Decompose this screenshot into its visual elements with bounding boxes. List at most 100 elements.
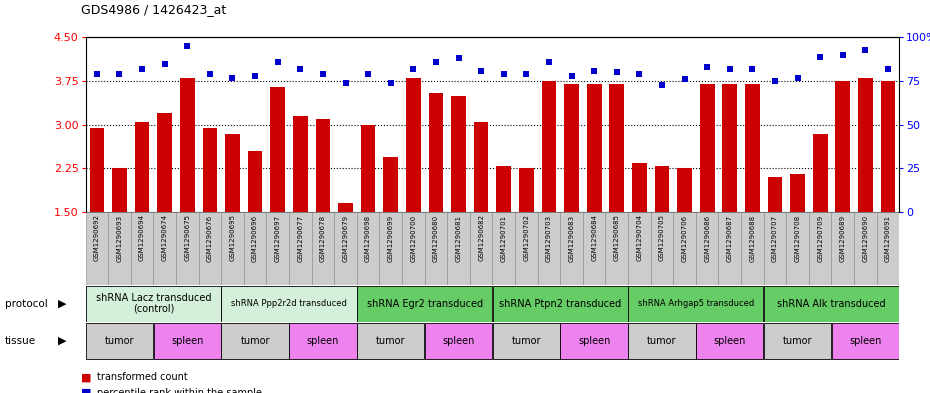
Bar <box>493 323 560 359</box>
Bar <box>786 212 809 285</box>
Text: GSM1290681: GSM1290681 <box>456 215 461 261</box>
Bar <box>86 323 153 359</box>
Text: tumor: tumor <box>105 336 134 346</box>
Bar <box>561 323 628 359</box>
Point <box>203 71 218 77</box>
Text: GSM1290709: GSM1290709 <box>817 215 823 261</box>
Bar <box>809 212 831 285</box>
Bar <box>519 169 534 299</box>
Bar <box>357 212 379 285</box>
Bar <box>221 286 356 321</box>
Point <box>790 74 805 81</box>
Bar <box>854 212 877 285</box>
Text: GSM1290701: GSM1290701 <box>500 215 507 261</box>
Bar <box>89 128 104 299</box>
Bar <box>383 157 398 299</box>
Point <box>112 71 126 77</box>
Bar <box>447 212 470 285</box>
Text: protocol: protocol <box>5 299 47 309</box>
Bar <box>402 212 425 285</box>
Bar <box>289 212 312 285</box>
Text: GSM1290678: GSM1290678 <box>320 215 325 261</box>
Bar <box>157 113 172 299</box>
Bar <box>655 165 670 299</box>
Point <box>157 61 172 67</box>
Point <box>179 43 194 49</box>
Bar <box>176 212 199 285</box>
Bar <box>153 212 176 285</box>
Bar <box>700 84 714 299</box>
Text: shRNA Egr2 transduced: shRNA Egr2 transduced <box>366 299 483 309</box>
Point <box>881 66 896 72</box>
Point <box>339 80 353 86</box>
Text: ▶: ▶ <box>58 299 67 309</box>
Point <box>835 51 850 58</box>
Bar <box>199 212 221 285</box>
Text: tumor: tumor <box>512 336 541 346</box>
Bar <box>632 163 646 299</box>
Point <box>429 59 444 65</box>
Text: GSM1290676: GSM1290676 <box>206 215 213 261</box>
Point <box>451 55 466 61</box>
Text: spleen: spleen <box>443 336 474 346</box>
Text: GSM1290684: GSM1290684 <box>591 215 597 261</box>
Text: shRNA Ppp2r2d transduced: shRNA Ppp2r2d transduced <box>231 299 347 308</box>
Text: GSM1290691: GSM1290691 <box>885 215 891 261</box>
Bar <box>203 128 218 299</box>
Point <box>565 73 579 79</box>
Text: GSM1290694: GSM1290694 <box>140 215 145 261</box>
Bar <box>831 212 854 285</box>
Point <box>135 66 150 72</box>
Bar <box>629 323 696 359</box>
Point <box>609 69 624 75</box>
Text: GSM1290696: GSM1290696 <box>252 215 259 261</box>
Bar <box>334 212 357 285</box>
Bar <box>153 323 221 359</box>
Text: spleen: spleen <box>171 336 204 346</box>
Bar <box>764 286 899 321</box>
Text: shRNA Lacz transduced
(control): shRNA Lacz transduced (control) <box>96 293 211 314</box>
Bar <box>315 119 330 299</box>
Bar <box>86 212 108 285</box>
Bar <box>651 212 673 285</box>
Text: shRNA Ptpn2 transduced: shRNA Ptpn2 transduced <box>499 299 621 309</box>
Bar <box>225 134 240 299</box>
Text: GSM1290707: GSM1290707 <box>772 215 778 261</box>
Point <box>587 68 602 74</box>
Text: GSM1290683: GSM1290683 <box>568 215 575 261</box>
Text: GSM1290689: GSM1290689 <box>840 215 845 261</box>
Bar <box>609 84 624 299</box>
Point <box>361 71 376 77</box>
Bar <box>565 84 578 299</box>
Text: spleen: spleen <box>578 336 610 346</box>
Text: GSM1290674: GSM1290674 <box>162 215 167 261</box>
Bar <box>451 95 466 299</box>
Bar <box>835 81 850 299</box>
Text: ■: ■ <box>81 388 91 393</box>
Bar <box>108 212 131 285</box>
Bar <box>429 93 444 299</box>
Text: GSM1290705: GSM1290705 <box>659 215 665 261</box>
Text: GSM1290680: GSM1290680 <box>433 215 439 261</box>
Text: tumor: tumor <box>376 336 405 346</box>
Bar <box>492 212 515 285</box>
Bar <box>696 212 719 285</box>
Text: shRNA Arhgap5 transduced: shRNA Arhgap5 transduced <box>638 299 754 308</box>
Bar <box>425 323 492 359</box>
Bar <box>877 212 899 285</box>
Bar <box>473 122 488 299</box>
Text: percentile rank within the sample: percentile rank within the sample <box>97 388 261 393</box>
Bar <box>339 204 352 299</box>
Text: GSM1290703: GSM1290703 <box>546 215 551 261</box>
Bar <box>719 212 741 285</box>
Point <box>723 66 737 72</box>
Bar <box>587 84 602 299</box>
Text: spleen: spleen <box>849 336 882 346</box>
Text: ▶: ▶ <box>58 336 67 346</box>
Text: GSM1290687: GSM1290687 <box>726 215 733 261</box>
Text: GSM1290686: GSM1290686 <box>704 215 711 261</box>
Bar <box>179 78 194 299</box>
Text: tumor: tumor <box>783 336 812 346</box>
Text: GSM1290688: GSM1290688 <box>750 215 755 261</box>
Point <box>473 68 488 74</box>
